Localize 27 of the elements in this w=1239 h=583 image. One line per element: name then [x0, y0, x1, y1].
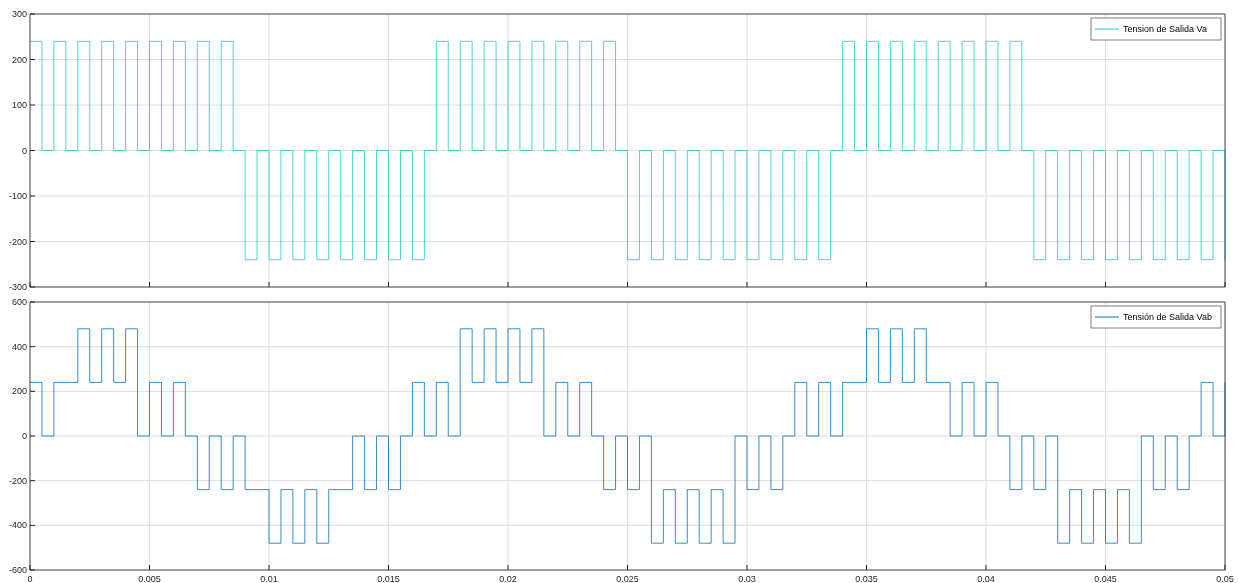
y-tick-label: -100 [8, 191, 27, 201]
y-tick-label: -600 [8, 565, 27, 575]
y-tick-label: 0 [21, 145, 27, 156]
y-tick-label: 200 [11, 386, 27, 397]
x-tick-label: 0.05 [1216, 574, 1234, 583]
y-tick-label: 0 [21, 431, 27, 441]
x-tick-label: 0.015 [377, 574, 400, 583]
x-tick-label: 0.045 [1094, 574, 1117, 583]
x-tick-label: 0.01 [260, 574, 278, 583]
x-tick-label: 0.005 [138, 574, 161, 583]
x-tick-label: 0.03 [738, 574, 756, 583]
y-tick-label: 400 [11, 341, 27, 352]
y-tick-label: -400 [8, 520, 27, 531]
legend-label: Tensión de Salida Vab [1123, 312, 1212, 322]
x-tick-label: 0.02 [499, 574, 517, 583]
y-tick-label: -200 [8, 236, 27, 247]
y-tick-label: 300 [11, 9, 27, 19]
x-tick-label: 0.025 [616, 574, 639, 583]
y-tick-label: 200 [11, 54, 27, 65]
x-tick-label: 0 [27, 574, 33, 583]
y-tick-label: 100 [11, 100, 27, 110]
y-tick-label: -300 [8, 282, 27, 292]
legend-label: Tension de Salida Va [1123, 24, 1207, 34]
x-tick-label: 0.04 [977, 574, 995, 583]
x-tick-label: 0.035 [855, 574, 878, 583]
y-tick-label: 600 [11, 297, 27, 307]
y-tick-label: -200 [8, 475, 27, 486]
